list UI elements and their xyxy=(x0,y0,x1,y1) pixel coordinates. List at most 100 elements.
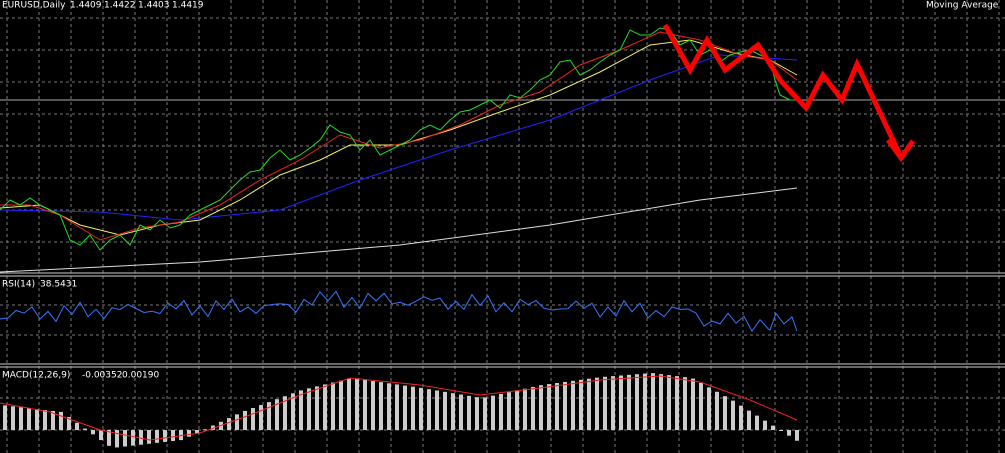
macd-bar xyxy=(355,378,359,430)
macd-bar xyxy=(611,376,615,430)
macd-bar xyxy=(491,395,495,430)
macd-bar xyxy=(203,429,207,431)
macd-bar xyxy=(627,374,631,430)
macd-bar xyxy=(539,385,543,430)
symbol-label: EURUSD,Daily xyxy=(2,1,66,11)
ohlc-value: 1.4422 xyxy=(104,1,136,11)
macd-bar xyxy=(299,390,303,430)
macd-bar xyxy=(739,405,743,430)
macd-bar xyxy=(99,430,103,441)
macd-bar xyxy=(763,420,767,430)
macd-label: MACD(12,26,9) xyxy=(2,371,70,381)
macd-bar xyxy=(547,384,551,430)
macd-bar xyxy=(139,430,143,445)
macd-bar xyxy=(507,392,511,430)
macd-bar xyxy=(35,409,39,430)
macd-bar xyxy=(715,391,719,430)
macd-bar xyxy=(683,377,687,430)
macd-value: 0.00190 xyxy=(122,371,159,381)
macd-bar xyxy=(75,422,79,430)
macd-bar xyxy=(563,381,567,430)
macd-value: -0.00352 xyxy=(82,371,122,381)
ma-blue xyxy=(0,54,798,221)
macd-bar xyxy=(667,375,671,430)
macd-bar xyxy=(659,374,663,430)
macd-bar xyxy=(419,387,423,430)
macd-bar xyxy=(395,384,399,430)
macd-bar xyxy=(323,384,327,430)
macd-bar xyxy=(795,430,799,441)
macd-bar xyxy=(331,382,335,430)
macd-bar xyxy=(19,407,23,430)
macd-bar xyxy=(67,417,71,430)
macd-bar xyxy=(635,374,639,430)
macd-bar xyxy=(379,382,383,430)
rsi-label: RSI(14) xyxy=(2,280,35,290)
indicator-label: Moving Average xyxy=(926,1,999,11)
macd-bar xyxy=(515,390,519,430)
macd-bar xyxy=(59,411,63,430)
macd-bar xyxy=(371,381,375,430)
macd-signal xyxy=(0,375,798,441)
macd-bar xyxy=(411,386,415,430)
macd-bar xyxy=(579,379,583,430)
macd-bar xyxy=(387,383,391,430)
macd-bar xyxy=(643,373,647,430)
price-close xyxy=(0,27,797,251)
ma-red xyxy=(0,31,798,241)
macd-bar xyxy=(171,430,175,442)
macd-bar xyxy=(3,405,7,430)
macd-bar xyxy=(243,410,247,430)
arrow-head xyxy=(885,138,916,163)
macd-bar xyxy=(283,396,287,430)
macd-bar xyxy=(747,410,751,430)
macd-bar xyxy=(707,387,711,430)
macd-bar xyxy=(403,385,407,430)
macd-bar xyxy=(51,410,55,430)
macd-bar xyxy=(43,410,47,430)
macd-bar xyxy=(699,382,703,430)
macd-bar xyxy=(267,402,271,430)
macd-bar xyxy=(571,380,575,430)
macd-bar xyxy=(723,396,727,430)
macd-bar xyxy=(155,430,159,443)
ma-white xyxy=(0,187,798,273)
macd-bar xyxy=(427,389,431,430)
macd-bar xyxy=(499,393,503,430)
macd-bar xyxy=(123,430,127,447)
macd-bar xyxy=(291,393,295,430)
macd-bar xyxy=(107,430,111,446)
macd-bar xyxy=(179,430,183,441)
macd-bar xyxy=(523,388,527,430)
macd-bar xyxy=(459,394,463,430)
macd-bar xyxy=(11,406,15,430)
macd-bar xyxy=(475,397,479,430)
macd-bar xyxy=(131,430,135,446)
macd-bar xyxy=(347,378,351,430)
macd-bar xyxy=(651,373,655,430)
trend-arrow xyxy=(662,23,903,157)
macd-bar xyxy=(483,397,487,430)
macd-bar xyxy=(691,378,695,430)
macd-bar xyxy=(227,418,231,430)
macd-bar xyxy=(531,386,535,430)
ohlc-value: 1.4409 xyxy=(70,1,102,11)
macd-bar xyxy=(779,430,783,431)
macd-bar xyxy=(787,430,791,436)
macd-bar xyxy=(195,430,199,433)
rsi-line xyxy=(0,290,798,333)
macd-bar xyxy=(27,408,31,430)
ma-yellow xyxy=(0,39,798,236)
plots xyxy=(0,27,799,448)
macd-bar xyxy=(235,414,239,430)
macd-bar xyxy=(275,399,279,430)
macd-bar xyxy=(115,430,119,448)
rsi-value: 38.5431 xyxy=(40,280,77,290)
macd-bar xyxy=(363,379,367,430)
macd-bar xyxy=(187,430,191,437)
macd-bar xyxy=(315,386,319,430)
macd-bar xyxy=(251,407,255,430)
macd-bar xyxy=(339,380,343,430)
macd-bar xyxy=(163,430,167,442)
